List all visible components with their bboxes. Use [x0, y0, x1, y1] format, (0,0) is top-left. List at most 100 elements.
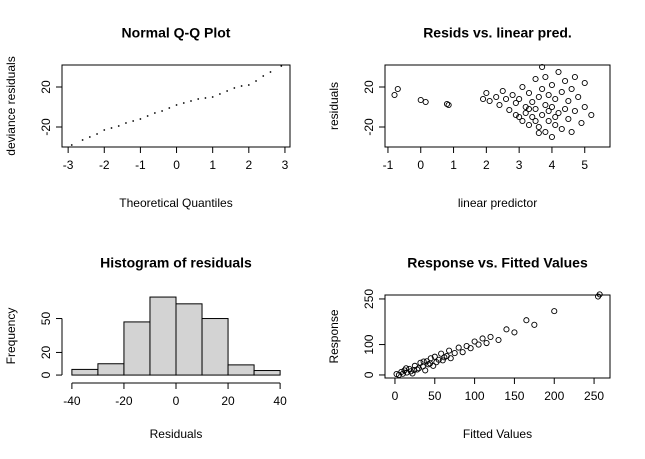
point	[535, 123, 542, 131]
x-axis-label: linear predictor	[458, 196, 537, 210]
x-tick-label: -2	[99, 158, 110, 172]
point	[103, 129, 106, 131]
chart-title: Response vs. Fitted Values	[407, 255, 588, 271]
point	[558, 125, 565, 133]
y-tick-label: -20	[39, 118, 53, 136]
point	[519, 117, 526, 125]
point	[438, 350, 445, 357]
point	[548, 133, 555, 141]
point	[499, 87, 506, 95]
point	[552, 121, 559, 129]
point	[479, 335, 486, 342]
point	[399, 370, 406, 377]
point	[532, 75, 539, 83]
point	[240, 85, 243, 87]
y-tick-label: 100	[362, 334, 376, 354]
point	[511, 329, 518, 336]
point	[455, 344, 462, 351]
point	[197, 98, 200, 100]
bar	[71, 368, 99, 376]
y-tick-label: -20	[362, 118, 376, 136]
point	[552, 113, 559, 121]
point	[435, 356, 442, 363]
point	[445, 101, 452, 109]
bar	[123, 321, 151, 376]
x-tick-label: 40	[273, 394, 287, 408]
point	[542, 128, 549, 136]
point	[551, 308, 558, 315]
x-tick-label: 4	[549, 158, 556, 172]
point	[439, 357, 446, 364]
x-tick-label: -20	[115, 394, 133, 408]
bar	[201, 318, 229, 376]
bar	[175, 303, 203, 376]
point	[545, 117, 552, 125]
point	[269, 71, 272, 73]
point	[161, 110, 163, 112]
point	[522, 103, 529, 111]
point	[447, 355, 454, 362]
point	[581, 103, 588, 111]
chart-title: Histogram of residuals	[100, 255, 252, 271]
point	[139, 118, 142, 120]
x-tick-label: 0	[417, 158, 424, 172]
bar	[227, 364, 255, 376]
point	[571, 107, 578, 115]
x-tick-label: -3	[63, 158, 74, 172]
point	[568, 85, 575, 93]
x-tick-label: 1	[209, 158, 216, 172]
point	[525, 105, 533, 113]
bar	[149, 296, 177, 376]
point	[545, 107, 552, 115]
point	[70, 144, 73, 146]
point	[414, 366, 421, 373]
x-axis-label: Theoretical Quantiles	[119, 196, 232, 210]
x-tick-label: -40	[63, 394, 81, 408]
x-tick-label: 20	[221, 394, 235, 408]
point	[475, 341, 482, 348]
point	[545, 91, 552, 99]
point	[555, 109, 562, 117]
point	[125, 122, 127, 124]
y-axis-label: Frequency	[4, 308, 18, 365]
point	[403, 365, 410, 372]
x-tick-label: 2	[245, 158, 252, 172]
chart-title: Normal Q-Q Plot	[122, 25, 231, 41]
point	[562, 77, 569, 85]
x-tick-label: 0	[173, 158, 180, 172]
point	[117, 125, 120, 127]
point	[496, 101, 503, 109]
point	[226, 90, 229, 92]
point	[525, 89, 533, 97]
bar	[253, 370, 281, 376]
point	[519, 83, 526, 91]
point	[568, 128, 575, 136]
point	[571, 73, 578, 81]
x-tick-label: 150	[504, 389, 524, 403]
point	[487, 333, 494, 341]
point	[483, 89, 490, 97]
point	[535, 93, 542, 101]
x-tick-label: 3	[516, 158, 523, 172]
point	[204, 97, 207, 99]
y-tick-label: 0	[362, 371, 376, 378]
point	[539, 63, 546, 71]
point	[565, 115, 572, 123]
point	[575, 93, 582, 101]
point	[552, 95, 559, 103]
point	[539, 111, 546, 119]
point	[531, 321, 538, 328]
point	[509, 91, 516, 99]
y-axis-label: residuals	[327, 82, 341, 130]
point	[503, 326, 510, 333]
point	[420, 358, 427, 365]
y-axis-label: deviance residuals	[4, 56, 18, 155]
point	[467, 345, 474, 352]
point	[542, 73, 549, 81]
point	[175, 104, 178, 106]
point	[132, 120, 135, 122]
point	[426, 360, 434, 367]
point	[153, 112, 156, 114]
x-tick-label: -1	[383, 158, 394, 172]
point	[409, 370, 416, 377]
